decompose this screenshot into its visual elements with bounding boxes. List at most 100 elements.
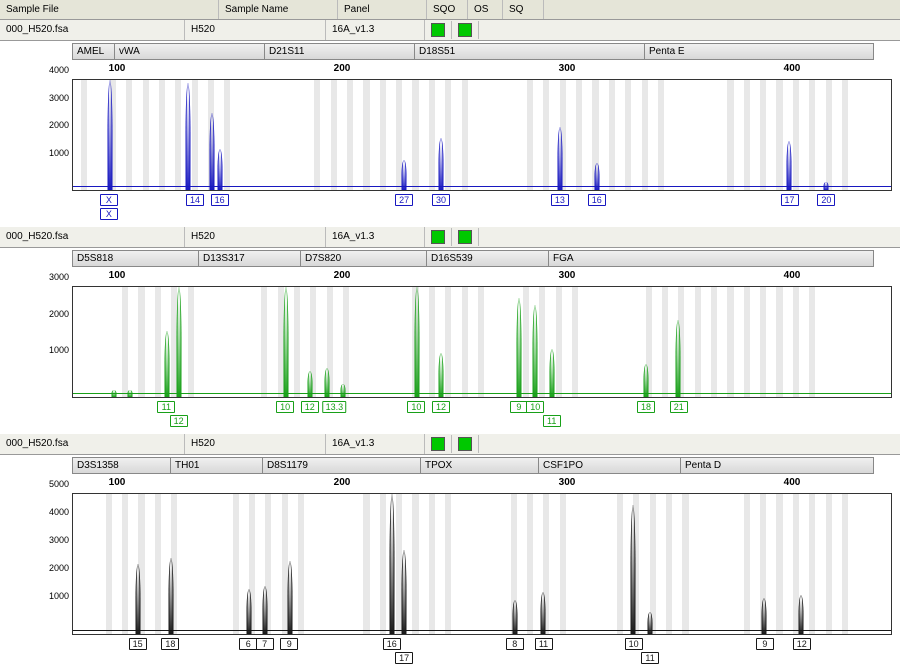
panels-container: 000_H520.fsaH52016A_v1.3AMELvWAD21S11D18… bbox=[0, 20, 900, 671]
peak bbox=[246, 589, 251, 634]
allele-call[interactable]: 12 bbox=[170, 415, 188, 427]
y-tick: 1000 bbox=[33, 148, 69, 158]
sample-name: H520 bbox=[185, 20, 326, 40]
sample-panel: 16A_v1.3 bbox=[326, 434, 425, 454]
y-tick: 2000 bbox=[33, 563, 69, 573]
allele-call[interactable]: 10 bbox=[625, 638, 643, 650]
allele-call[interactable]: 10 bbox=[526, 401, 544, 413]
allele-call[interactable]: 16 bbox=[383, 638, 401, 650]
x-tick: 400 bbox=[784, 477, 801, 488]
x-tick: 300 bbox=[559, 63, 576, 74]
allele-call[interactable]: 6 bbox=[239, 638, 257, 650]
allele-calls-row: XX 14 16 27 30 13 16 17 20 bbox=[72, 193, 892, 221]
marker-D7S820[interactable]: D7S820 bbox=[300, 250, 434, 267]
marker-D5S818[interactable]: D5S818 bbox=[72, 250, 206, 267]
peak bbox=[414, 287, 419, 397]
peak bbox=[799, 595, 804, 634]
marker-Penta E[interactable]: Penta E bbox=[644, 43, 874, 60]
allele-call[interactable]: 9 bbox=[280, 638, 298, 650]
allele-call[interactable]: 30 bbox=[432, 194, 450, 206]
allele-call[interactable]: 20 bbox=[817, 194, 835, 206]
y-tick: 2000 bbox=[33, 309, 69, 319]
peak bbox=[169, 558, 174, 634]
status-indicator bbox=[425, 435, 452, 453]
peak bbox=[541, 592, 546, 634]
peak bbox=[594, 163, 599, 191]
marker-TPOX[interactable]: TPOX bbox=[420, 457, 546, 474]
peak bbox=[631, 505, 636, 634]
allele-call[interactable]: X bbox=[100, 194, 118, 206]
allele-call[interactable]: 12 bbox=[432, 401, 450, 413]
electropherogram-chart: 1000200030004000 bbox=[72, 79, 892, 191]
sample-file: 000_H520.fsa bbox=[0, 227, 185, 247]
allele-call[interactable]: 10 bbox=[276, 401, 294, 413]
allele-call[interactable]: 14 bbox=[186, 194, 204, 206]
allele-call[interactable]: 27 bbox=[395, 194, 413, 206]
peak bbox=[516, 298, 521, 397]
sample-row: 000_H520.fsaH52016A_v1.3 bbox=[0, 227, 900, 248]
marker-vWA[interactable]: vWA bbox=[114, 43, 272, 60]
col-sample-file: Sample File bbox=[0, 0, 219, 19]
allele-call[interactable]: 11 bbox=[157, 401, 175, 413]
allele-call[interactable]: 8 bbox=[506, 638, 524, 650]
status-indicator bbox=[452, 21, 479, 39]
allele-call[interactable]: 13.3 bbox=[323, 401, 347, 413]
x-tick: 400 bbox=[784, 63, 801, 74]
panel-0: 000_H520.fsaH52016A_v1.3AMELvWAD21S11D18… bbox=[0, 20, 900, 227]
peak bbox=[185, 83, 190, 190]
x-tick: 200 bbox=[334, 63, 351, 74]
allele-call[interactable]: 7 bbox=[256, 638, 274, 650]
col-sq: SQ bbox=[503, 0, 544, 19]
x-tick: 200 bbox=[334, 270, 351, 281]
sample-file: 000_H520.fsa bbox=[0, 434, 185, 454]
status-indicator bbox=[425, 228, 452, 246]
x-tick: 100 bbox=[109, 270, 126, 281]
electropherogram-chart: 100020003000 bbox=[72, 286, 892, 398]
peak bbox=[128, 390, 133, 397]
marker-TH01[interactable]: TH01 bbox=[170, 457, 270, 474]
sample-panel: 16A_v1.3 bbox=[326, 20, 425, 40]
allele-call[interactable]: 18 bbox=[161, 638, 179, 650]
allele-call[interactable]: 15 bbox=[129, 638, 147, 650]
status-indicator bbox=[452, 228, 479, 246]
allele-call[interactable]: X bbox=[100, 208, 118, 220]
peaks bbox=[73, 80, 891, 190]
marker-D16S539[interactable]: D16S539 bbox=[426, 250, 556, 267]
peak bbox=[402, 550, 407, 634]
marker-FGA[interactable]: FGA bbox=[548, 250, 874, 267]
allele-call[interactable]: 17 bbox=[395, 652, 413, 664]
peak bbox=[647, 612, 652, 634]
marker-CSF1PO[interactable]: CSF1PO bbox=[538, 457, 688, 474]
allele-call[interactable]: 11 bbox=[543, 415, 561, 427]
sample-name: H520 bbox=[185, 227, 326, 247]
allele-call[interactable]: 17 bbox=[781, 194, 799, 206]
peak bbox=[557, 127, 562, 190]
panel-1: 000_H520.fsaH52016A_v1.3 D5S818D13S317D7S… bbox=[0, 227, 900, 434]
peak bbox=[786, 141, 791, 191]
allele-call[interactable]: 12 bbox=[793, 638, 811, 650]
marker-D18S51[interactable]: D18S51 bbox=[414, 43, 652, 60]
allele-call[interactable]: 11 bbox=[641, 652, 659, 664]
allele-call[interactable]: 18 bbox=[637, 401, 655, 413]
allele-call[interactable]: 10 bbox=[407, 401, 425, 413]
marker-D3S1358[interactable]: D3S1358 bbox=[72, 457, 178, 474]
allele-call[interactable]: 12 bbox=[301, 401, 319, 413]
allele-call[interactable]: 13 bbox=[551, 194, 569, 206]
peak bbox=[390, 494, 395, 634]
markers-row: D3S1358TH01D8S1179TPOXCSF1POPenta D bbox=[0, 455, 900, 477]
marker-Penta D[interactable]: Penta D bbox=[680, 457, 874, 474]
peak bbox=[533, 305, 538, 397]
y-tick: 3000 bbox=[33, 535, 69, 545]
peak bbox=[439, 138, 444, 190]
allele-call[interactable]: 16 bbox=[211, 194, 229, 206]
allele-call[interactable]: 21 bbox=[670, 401, 688, 413]
allele-call[interactable]: 16 bbox=[588, 194, 606, 206]
peak bbox=[210, 113, 215, 190]
marker-D21S11[interactable]: D21S11 bbox=[264, 43, 422, 60]
allele-call[interactable]: 9 bbox=[510, 401, 528, 413]
peaks bbox=[73, 494, 891, 634]
allele-call[interactable]: 11 bbox=[535, 638, 553, 650]
marker-D8S1179[interactable]: D8S1179 bbox=[262, 457, 428, 474]
allele-call[interactable]: 9 bbox=[756, 638, 774, 650]
marker-D13S317[interactable]: D13S317 bbox=[198, 250, 308, 267]
